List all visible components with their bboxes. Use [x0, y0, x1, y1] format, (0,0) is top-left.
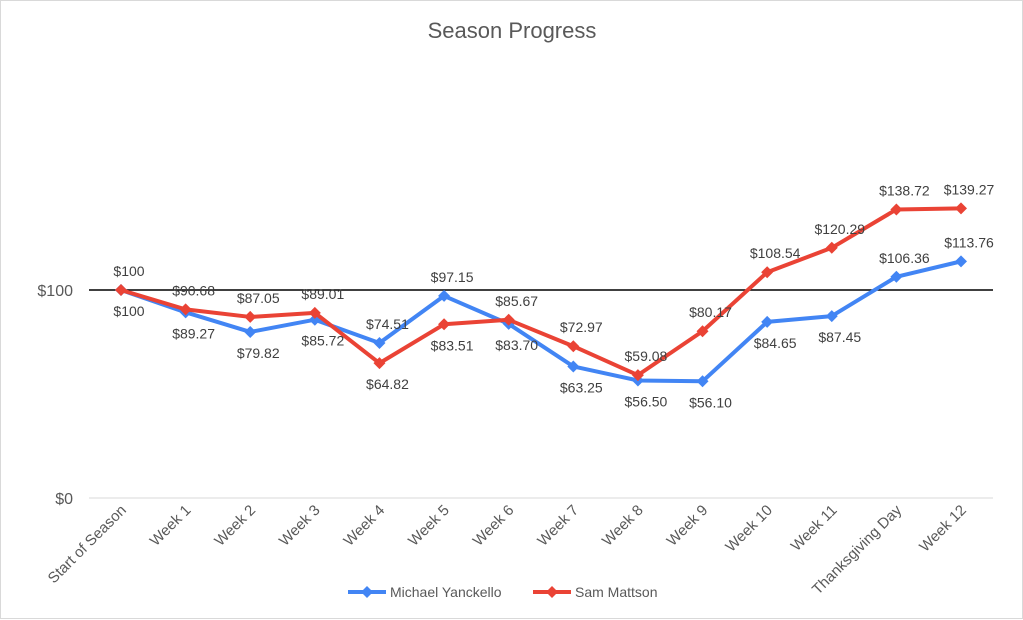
- data-label: $85.72: [301, 333, 344, 349]
- data-point: [761, 315, 774, 328]
- legend-label: Sam Mattson: [575, 584, 657, 600]
- x-tick-label: Week 11: [788, 502, 841, 555]
- x-tick-label: Week 12: [916, 502, 970, 556]
- data-point: [308, 306, 321, 319]
- x-tick-label: Week 9: [664, 502, 712, 550]
- data-label: $63.25: [560, 379, 603, 395]
- data-point: [244, 310, 257, 323]
- data-point: [115, 284, 127, 296]
- data-label: $100: [113, 263, 144, 279]
- data-point: [567, 340, 580, 353]
- data-point: [955, 255, 967, 268]
- data-label: $83.51: [431, 337, 474, 353]
- data-label: $80.17: [689, 304, 732, 320]
- data-point: [955, 202, 967, 215]
- data-point: [179, 303, 192, 316]
- data-point: [373, 337, 386, 350]
- data-label: $64.82: [366, 376, 409, 392]
- data-point: [438, 289, 451, 302]
- data-label: $56.10: [689, 394, 732, 410]
- data-label: $120.29: [814, 221, 865, 237]
- data-label: $100: [113, 303, 144, 319]
- data-point: [631, 369, 644, 382]
- data-label: $89.27: [172, 325, 215, 341]
- x-tick-label: Week 2: [211, 502, 259, 550]
- legend-item-0: Michael Yanckello: [348, 584, 502, 600]
- data-label: $138.72: [879, 182, 930, 198]
- x-tick-label: Week 5: [405, 502, 453, 550]
- data-label: $79.82: [237, 345, 280, 361]
- x-tick-label: Week 1: [147, 502, 195, 550]
- data-point: [502, 313, 515, 326]
- data-point: [890, 203, 903, 216]
- y-tick-label: $0: [55, 491, 73, 508]
- data-label: $139.27: [944, 181, 995, 197]
- data-point: [825, 241, 838, 254]
- series-line-0: [120, 259, 962, 384]
- legend-marker: [361, 586, 373, 598]
- data-label: $72.97: [560, 319, 603, 335]
- x-tick-label: Week 4: [340, 502, 388, 550]
- data-point: [244, 325, 257, 338]
- data-label: $89.01: [301, 286, 344, 302]
- legend-marker: [546, 586, 558, 598]
- data-point: [761, 266, 774, 279]
- data-label: $74.51: [366, 316, 409, 332]
- series-line-1: [120, 206, 962, 378]
- legend-item-1: Sam Mattson: [533, 584, 657, 600]
- data-point: [373, 357, 386, 370]
- data-label: $113.76: [944, 234, 994, 250]
- data-label: $97.15: [431, 269, 474, 285]
- x-tick-label: Week 6: [470, 502, 518, 550]
- data-point: [696, 375, 709, 388]
- x-tick-label: Week 10: [722, 502, 776, 556]
- data-label: $108.54: [750, 245, 801, 261]
- data-label: $59.08: [625, 348, 668, 364]
- data-point: [438, 318, 451, 331]
- data-label: $87.45: [818, 329, 861, 345]
- x-tick-label: Week 3: [276, 502, 324, 550]
- data-label: $83.70: [495, 337, 538, 353]
- chart-title: Season Progress: [428, 18, 597, 43]
- x-tick-label: Week 7: [534, 502, 582, 550]
- data-label: $84.65: [754, 335, 797, 351]
- data-point: [696, 325, 709, 338]
- data-label: $85.67: [495, 293, 538, 309]
- data-point: [567, 360, 580, 373]
- data-point: [890, 270, 903, 283]
- data-point: [825, 310, 838, 323]
- x-tick-label: Start of Season: [45, 502, 130, 587]
- y-tick-label: $100: [37, 283, 73, 300]
- x-tick-label: Week 8: [599, 502, 647, 550]
- data-label: $106.36: [879, 250, 930, 266]
- legend-label: Michael Yanckello: [390, 584, 502, 600]
- data-label: $90.68: [172, 282, 215, 298]
- data-label: $56.50: [625, 393, 668, 409]
- data-label: $87.05: [237, 290, 280, 306]
